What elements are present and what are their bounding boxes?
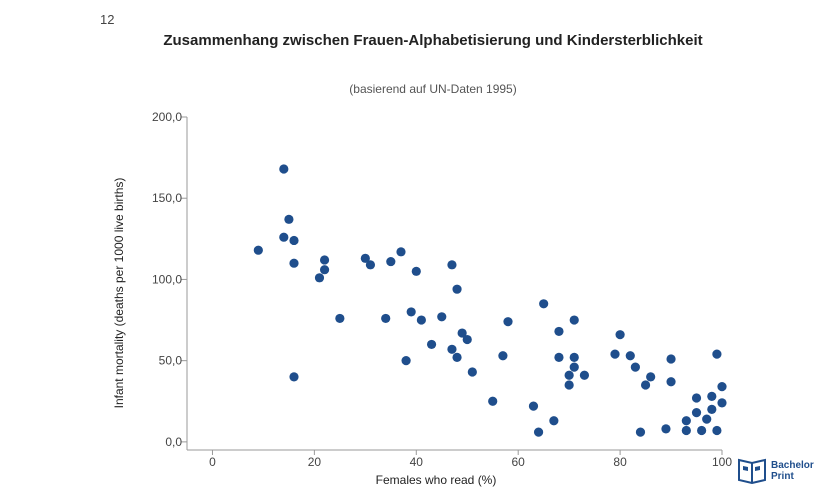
x-axis-title: Females who read (%) (376, 473, 497, 487)
scatter-point (401, 356, 411, 366)
scatter-point (447, 344, 457, 354)
scatter-point (681, 416, 691, 426)
y-tick-label: 150,0 (152, 191, 182, 205)
scatter-point (549, 416, 559, 426)
x-tick-label: 80 (613, 455, 627, 469)
scatter-point (447, 260, 457, 270)
scatter-point (569, 362, 579, 372)
chart-subtitle: (basierend auf UN-Daten 1995) (349, 82, 517, 96)
x-tick-label: 60 (512, 455, 526, 469)
y-tick-label: 100,0 (152, 272, 182, 286)
scatter-point (279, 232, 289, 242)
scatter-point (533, 427, 544, 437)
scatter-point (707, 391, 717, 401)
scatter-point (289, 372, 299, 382)
scatter-point (681, 425, 691, 436)
brand-logo: Bachelor Print (738, 458, 814, 484)
scatter-point (661, 424, 671, 434)
x-tick-label: 20 (308, 455, 322, 469)
scatter-point (569, 315, 579, 325)
scatter-point (462, 334, 472, 345)
scatter-point (335, 313, 345, 324)
scatter-point (610, 349, 620, 359)
scatter-point (284, 214, 294, 224)
y-tick-label: 200,0 (152, 110, 182, 124)
scatter-point (666, 354, 676, 364)
x-tick-label: 100 (712, 455, 732, 469)
scatter-point (488, 396, 498, 406)
scatter-point (406, 307, 416, 317)
scatter-point (702, 414, 712, 424)
x-axis: 0 20 40 60 80 100 (187, 449, 732, 469)
scatter-point (386, 256, 396, 267)
scatter-point (564, 370, 574, 380)
scatter-point (646, 372, 656, 382)
scatter-point (528, 401, 539, 411)
scatter-point (569, 352, 579, 363)
scatter-point (564, 380, 574, 390)
scatter-point (630, 362, 640, 372)
scatter-point (452, 352, 462, 363)
bachelorprint-logo-icon (738, 458, 766, 484)
y-tick-label: 0,0 (165, 435, 182, 449)
scatter-point (253, 245, 263, 255)
scatter-point (539, 299, 549, 309)
scatter-point (640, 380, 651, 390)
brand-line1: Bachelor (771, 460, 814, 471)
scatter-point (717, 382, 727, 392)
scatter-point (360, 253, 370, 263)
scatter-point (554, 326, 564, 337)
scatter-point (625, 351, 635, 361)
scatter-point (712, 349, 722, 359)
chart-title: Zusammenhang zwischen Frauen-Alphabetisi… (163, 32, 703, 49)
scatter-point (707, 404, 717, 414)
scatter-point (467, 367, 477, 377)
scatter-point (712, 425, 722, 436)
data-points (253, 164, 727, 437)
x-tick-label: 40 (410, 455, 424, 469)
y-tick-label: 50,0 (159, 354, 183, 368)
scatter-point (691, 393, 702, 403)
y-axis: 0,0 50,0 100,0 150,0 200,0 (152, 110, 188, 450)
scatter-point (289, 235, 299, 246)
page-number: 12 (100, 12, 115, 27)
scatter-point (666, 377, 676, 387)
scatter-point (717, 398, 727, 408)
scatter-point (381, 313, 391, 324)
scatter-point (503, 317, 513, 327)
scatter-point (365, 260, 376, 270)
x-tick-label: 0 (209, 455, 216, 469)
scatter-point (452, 284, 462, 294)
scatter-point (396, 247, 406, 257)
scatter-point (635, 427, 646, 437)
scatter-point (416, 315, 426, 325)
scatter-point (314, 273, 325, 283)
scatter-point (697, 425, 707, 436)
scatter-point (319, 265, 330, 275)
scatter-point (279, 164, 289, 174)
y-axis-title: Infant mortality (deaths per 1000 live b… (112, 178, 126, 409)
brand-line2: Print (771, 471, 794, 482)
scatter-point (615, 330, 625, 340)
scatter-point (457, 328, 467, 338)
scatter-point (498, 351, 508, 361)
scatter-point (437, 312, 447, 322)
scatter-point (579, 370, 590, 380)
scatter-point (289, 258, 299, 268)
scatter-point (426, 339, 437, 350)
scatter-point (411, 266, 421, 276)
scatter-point (554, 352, 564, 363)
scatter-point (691, 408, 702, 418)
scatter-point (319, 255, 330, 265)
